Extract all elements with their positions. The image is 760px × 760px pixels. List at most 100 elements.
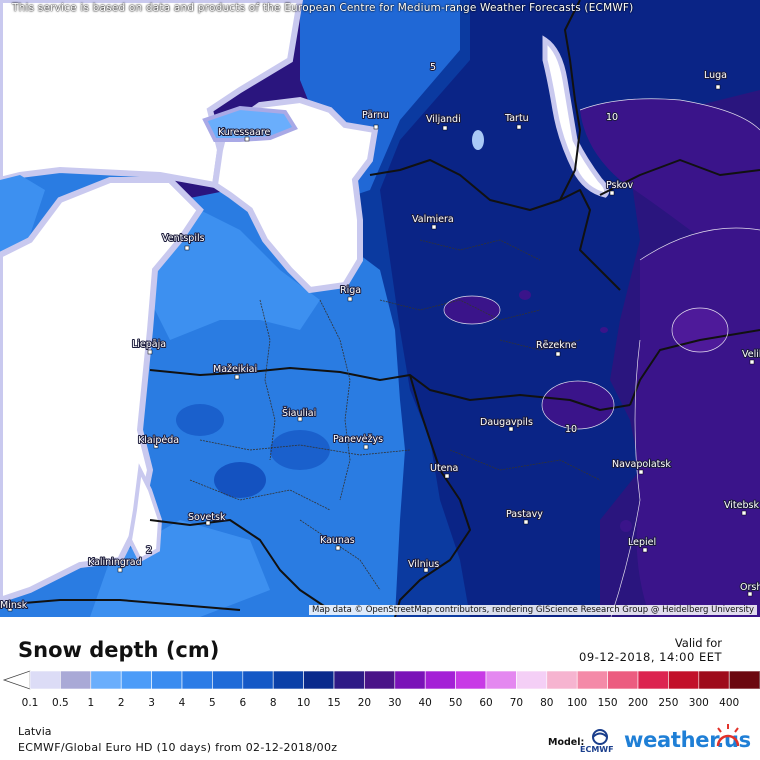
- legend-tick-label: 70: [509, 697, 524, 709]
- lake-peipus: [542, 35, 610, 198]
- legend-swatch: [424, 670, 456, 690]
- region-borders: [189, 239, 601, 591]
- city-dot: [523, 519, 529, 525]
- legend-swatch: [455, 670, 487, 690]
- legend-ticks: 0.1 0.5 1 2 3 4 5 6 8 10 15 20 30 40 50 60 70 80 100 150 200…: [0, 697, 760, 711]
- city-label: Orsha: [740, 582, 760, 593]
- city-dot: [184, 245, 190, 251]
- city-label: Daugavpils: [480, 417, 533, 428]
- city-label: Tartu: [504, 113, 529, 124]
- city-label: Liepāja: [132, 339, 166, 350]
- legend-tick-label: 8: [269, 697, 277, 709]
- city-label: Luga: [704, 70, 727, 81]
- saaremaa-island: [202, 105, 298, 142]
- city-dot: [363, 444, 369, 450]
- city-dot: [516, 124, 522, 130]
- legend-swatch: [668, 670, 700, 690]
- legend-swatch: [637, 670, 669, 690]
- map-attribution[interactable]: Map data © OpenStreetMap contributors, r…: [309, 605, 757, 615]
- color-legend: [2, 670, 760, 690]
- snow-zone-15cm-east: [635, 228, 760, 617]
- legend-tick-label: 400: [719, 697, 740, 709]
- legend-tick-label: 30: [388, 697, 402, 709]
- valid-time: 09-12-2018, 14:00 EET: [579, 650, 722, 664]
- region-name: Latvia: [18, 725, 52, 738]
- legend-tick-label: 80: [540, 697, 554, 709]
- city-dot: [335, 545, 341, 551]
- snow-zone-3cm: [150, 210, 320, 340]
- legend-tick-label: 10: [296, 697, 311, 709]
- city-label: Riga: [340, 285, 361, 296]
- legend-swatch: [29, 670, 61, 690]
- city-dot: [373, 124, 379, 130]
- legend-swatch: [303, 670, 335, 690]
- legend-swatch: [607, 670, 639, 690]
- legend-swatch: [333, 670, 365, 690]
- city-dot: [297, 416, 303, 422]
- baltic-sea-south: [0, 177, 204, 604]
- city-label: Minsk: [0, 600, 28, 611]
- legend-tick-label: 1: [87, 697, 95, 709]
- city-dot: [747, 591, 753, 597]
- city-markers: Luga Pärnu Viljandi Tartu Kuressaare Pskov Val…: [0, 69, 760, 612]
- legend-tick-label: 100: [567, 697, 588, 709]
- snow-patch-15cm: [519, 290, 531, 300]
- legend-tick-label: 60: [479, 697, 493, 709]
- country-borders: [0, 0, 760, 617]
- brand-logo[interactable]: weather.us: [624, 728, 751, 752]
- city-label: Kuressaare: [218, 127, 271, 138]
- contour-label: 2: [146, 545, 152, 556]
- ecmwf-notice: This service is based on data and produc…: [12, 2, 634, 14]
- snow-patch-20cm: [672, 308, 728, 352]
- legend-swatch: [181, 670, 213, 690]
- legend-tick-label: 300: [688, 697, 709, 709]
- legend-tick-label: 40: [418, 697, 432, 709]
- city-label: Ventspils: [162, 233, 205, 244]
- legend-tick-label: 150: [597, 697, 618, 709]
- city-dot: [741, 510, 747, 516]
- snow-patch-15cm: [542, 381, 614, 429]
- legend-tick-label: 15: [327, 697, 341, 709]
- model-label: Model:: [548, 737, 585, 748]
- legend-swatch: [272, 670, 304, 690]
- legend-tick-label: 2: [117, 697, 125, 709]
- city-dot: [205, 520, 211, 526]
- city-label: Velikiye Luki: [742, 349, 760, 360]
- legend-tick-label: 4: [178, 697, 186, 709]
- curonian-lagoon: [127, 463, 163, 563]
- contour-lines: [443, 98, 760, 617]
- contour-label: 10: [606, 112, 618, 123]
- snow-patch: [270, 430, 330, 470]
- city-label: Vilnius: [408, 559, 439, 570]
- city-label: Viljandi: [426, 114, 461, 125]
- legend-swatch: [576, 670, 608, 690]
- ecmwf-logo-text: ECMWF: [580, 745, 614, 754]
- gulf-of-riga: [211, 96, 379, 294]
- city-label: Pastavy: [506, 509, 543, 520]
- city-dot: [153, 443, 159, 449]
- contour-label: 5: [430, 62, 436, 73]
- city-label: Mažeikiai: [213, 364, 257, 375]
- legend-tick-label: 250: [658, 697, 679, 709]
- city-dot: [431, 224, 437, 230]
- legend-start-arrow: [2, 670, 31, 690]
- legend-swatch: [546, 670, 578, 690]
- snow-patch: [214, 462, 266, 498]
- sun-icon: [716, 724, 740, 747]
- lake-vortsjarv: [472, 130, 484, 150]
- city-dot: [508, 426, 514, 432]
- legend-tick-label: 6: [239, 697, 247, 709]
- snow-patch-15cm: [620, 520, 632, 532]
- city-dot: [609, 190, 615, 196]
- snow-depth-map[interactable]: 5 10 10 2 Luga Pärnu Viljandi Tartu Kuressaa…: [0, 0, 760, 617]
- city-label: Pskov: [606, 180, 633, 191]
- snow-patch-15cm: [600, 327, 608, 333]
- legend-tick-label: 0.1: [21, 697, 39, 709]
- city-dot: [117, 567, 123, 573]
- city-dot: [147, 349, 153, 355]
- city-label: Kaliningrad: [88, 557, 142, 568]
- city-dot: [244, 136, 250, 142]
- city-label: Utena: [430, 463, 458, 474]
- city-dot: [7, 606, 13, 612]
- city-label: Klaipėda: [138, 435, 179, 446]
